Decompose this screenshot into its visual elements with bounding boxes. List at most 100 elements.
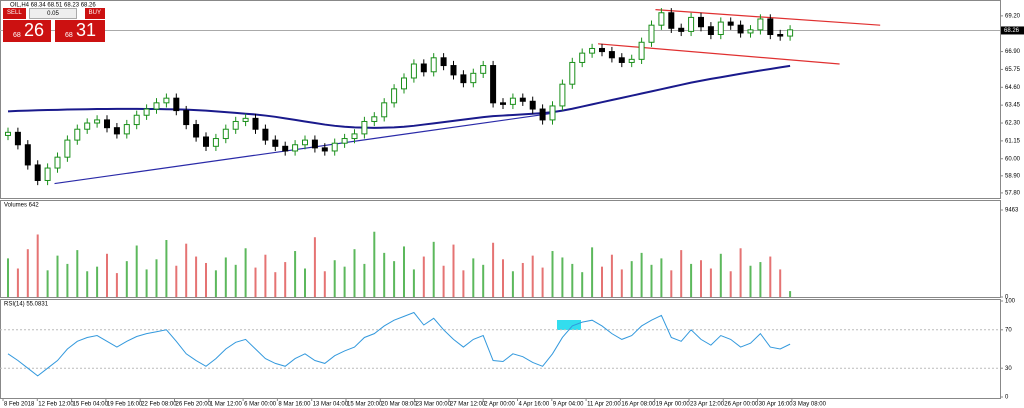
volume-bar [76,250,79,297]
ask-price[interactable]: 68 31 [55,20,105,42]
candle-body [183,110,190,126]
candle-body [589,47,596,54]
candle-body [569,61,576,85]
volume-bar [690,263,693,297]
candle-body [648,24,655,43]
candle-body [500,102,506,105]
volume-bar [422,256,425,297]
volume-bar [343,266,346,297]
x-tick-label: 6 Mar 00:00 [244,402,277,408]
x-tick-label: 27 Mar 12:00 [450,402,486,408]
candle-body [678,27,685,32]
volume-bar [155,259,158,297]
volume-bar [581,272,584,297]
volume-bar [234,264,237,297]
volume-bar [759,262,762,297]
candle-body [341,138,348,144]
candle-body [153,102,160,110]
candle-body [133,114,140,126]
volume-bar [551,251,554,297]
y-tick-label: 63.45 [1005,103,1021,109]
volume-bar [214,270,217,297]
volume-bar [610,254,613,297]
volume-bar [205,262,207,297]
volume-title: Volumes 642 [4,203,39,209]
volume-bar [452,244,455,297]
candle-body [717,21,724,36]
volume-bar [521,262,524,297]
y-tick-label: 0 [1005,295,1009,301]
candle-body [5,131,11,136]
rsi-title: RSI(14) 55.0831 [4,302,49,308]
trendline [597,43,840,65]
candle-body [440,57,447,67]
volume-bar [274,272,277,297]
volume-bar [511,271,514,297]
candle-body [371,116,378,122]
candle-body [599,47,605,53]
volume-bar [304,268,306,297]
candle-body [104,119,110,129]
volume-bar [36,234,39,297]
volume-bar [650,264,653,297]
candle-body [54,156,61,169]
x-tick-label: 20 Mar 08:00 [381,402,417,408]
bid-price[interactable]: 68 26 [3,20,51,42]
volume-bar [700,260,702,297]
x-tick-label: 19 Feb 16:00 [107,402,143,408]
highlight-box [557,320,581,330]
candle-body [401,77,407,90]
volume-bar [383,252,386,297]
candle-body [222,128,229,140]
candle-body [460,74,467,84]
x-tick-label: 19 Apr 00:00 [656,402,691,408]
x-tick-label: 8 Mar 16:00 [278,402,311,408]
buy-button[interactable]: BUY [84,8,105,19]
sell-button[interactable]: SELL [3,8,26,19]
candle-body [34,164,41,181]
candle-body [559,83,566,107]
volume-pane [0,200,1001,298]
candle-body [163,97,170,104]
candle-body [509,97,516,105]
candle-body [14,131,21,146]
main-pane [0,0,1001,199]
y-tick-label: 65.75 [1005,67,1021,73]
volume-bar [630,261,633,297]
x-tick-label: 8 Feb 2018 [4,402,35,408]
candle-body [292,144,299,152]
volume-bar [531,255,534,297]
volume-bar [729,271,732,297]
volume-bar [313,237,316,297]
y-tick-label: 0 [1005,395,1009,401]
candle-body [331,142,338,152]
x-tick-label: 13 Mar 04:00 [313,402,349,408]
candle-body [767,18,774,36]
volume-bar [86,271,89,297]
candle-body [470,72,477,84]
candle-body [252,117,259,130]
candle-body [420,63,427,73]
candle-body [272,139,279,147]
ask-big: 31 [76,20,97,40]
volume-bar [591,247,594,297]
candle-body [113,127,120,135]
candle-body [242,117,249,122]
candle-body [539,108,546,121]
x-tick-label: 16 Apr 08:00 [621,402,656,408]
volume-bar [769,256,772,297]
y-tick-label: 69.20 [1005,13,1021,19]
volume-bar [393,261,396,297]
candle-body [638,41,645,60]
lot-input[interactable]: 0.05 [29,8,77,19]
candle-body [727,21,734,26]
volume-bar [601,266,603,297]
x-tick-label: 15 Mar 20:00 [347,402,383,408]
volume-bar [264,254,267,297]
volume-bar [224,257,227,297]
x-tick-label: 26 Feb 20:00 [176,402,212,408]
y-tick-label: 100 [1005,299,1016,305]
y-tick-label: 70 [1005,327,1012,333]
x-tick-label: 23 Apr 12:00 [690,402,725,408]
